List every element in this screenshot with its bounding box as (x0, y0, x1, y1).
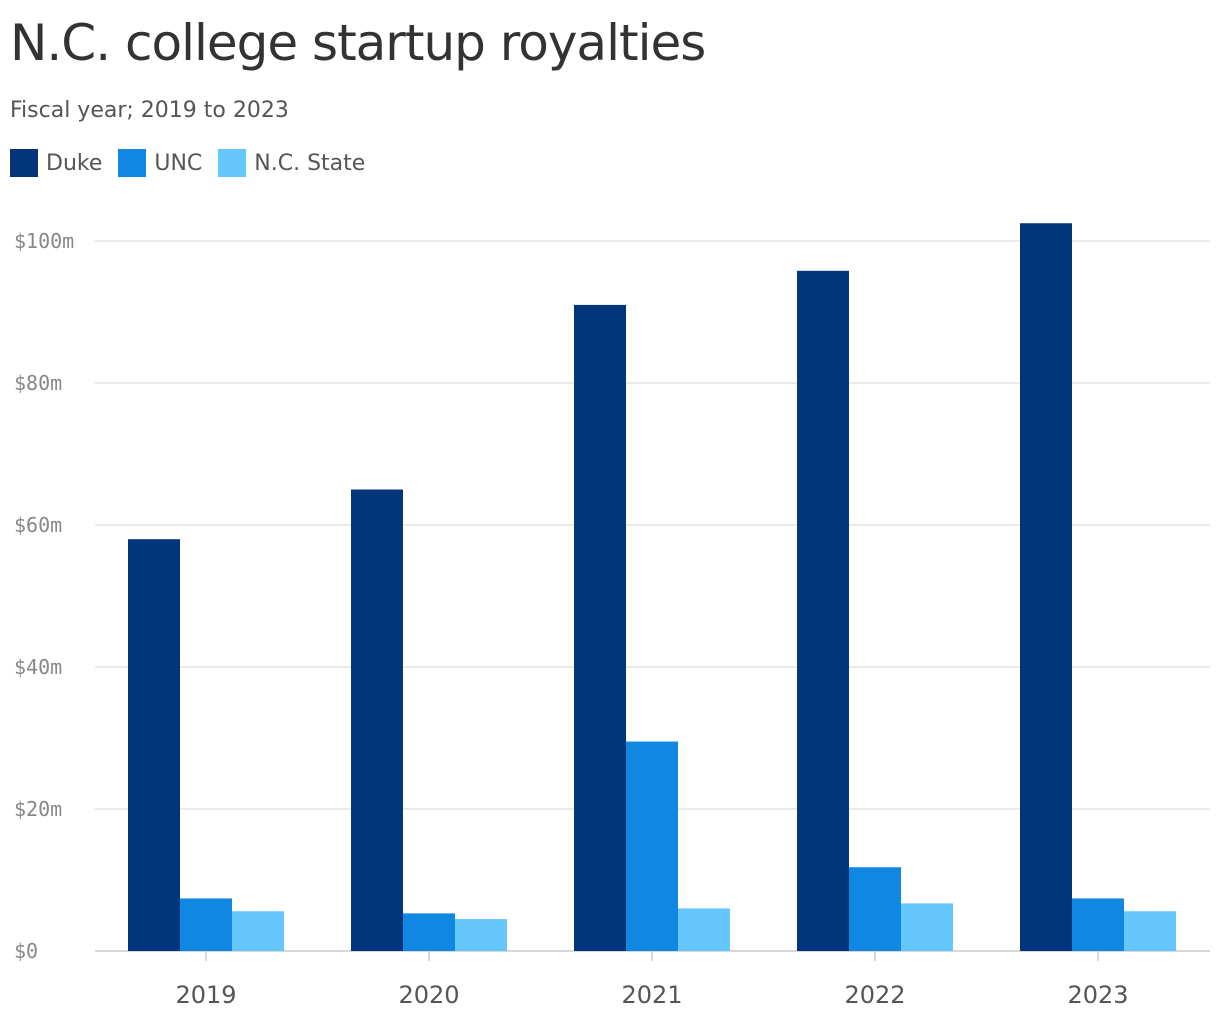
bar-duke-2023 (1020, 223, 1072, 951)
y-tick-label: $0 (14, 939, 38, 963)
x-tick-label: 2021 (621, 981, 682, 1009)
chart-title: N.C. college startup royalties (10, 14, 706, 72)
bar-unc-2023 (1072, 898, 1124, 951)
bar-n-c-state-2019 (232, 911, 284, 951)
legend-item-unc: UNC (118, 149, 202, 177)
legend-label-nc-state: N.C. State (254, 150, 366, 176)
y-tick-label: $100m (14, 229, 74, 253)
y-tick-label: $60m (14, 513, 62, 537)
bar-unc-2019 (180, 898, 232, 951)
legend-label-unc: UNC (154, 150, 203, 176)
legend-item-nc-state: N.C. State (218, 149, 365, 177)
bar-unc-2021 (626, 741, 678, 951)
legend-swatch-unc (118, 149, 147, 177)
bar-n-c-state-2022 (901, 903, 953, 951)
bar-duke-2020 (351, 489, 403, 951)
legend-item-duke: Duke (10, 149, 102, 177)
x-tick-label: 2020 (398, 981, 459, 1009)
bar-n-c-state-2020 (455, 919, 507, 951)
legend: Duke UNC N.C. State (10, 149, 381, 177)
bar-unc-2020 (403, 913, 455, 951)
x-tick-label: 2022 (844, 981, 905, 1009)
x-tick-label: 2023 (1067, 981, 1128, 1009)
y-tick-label: $40m (14, 655, 62, 679)
bar-duke-2022 (797, 270, 849, 951)
bar-n-c-state-2023 (1124, 911, 1176, 951)
legend-swatch-nc-state (218, 149, 247, 177)
legend-label-duke: Duke (46, 150, 103, 176)
x-tick-label: 2019 (175, 981, 236, 1009)
bar-duke-2019 (128, 539, 180, 951)
chart-subtitle: Fiscal year; 2019 to 2023 (10, 98, 289, 123)
legend-swatch-duke (10, 149, 38, 177)
bar-duke-2021 (574, 304, 626, 951)
bar-n-c-state-2021 (678, 908, 730, 951)
y-tick-label: $20m (14, 797, 62, 821)
y-tick-label: $80m (14, 371, 62, 395)
bar-unc-2022 (849, 867, 901, 951)
